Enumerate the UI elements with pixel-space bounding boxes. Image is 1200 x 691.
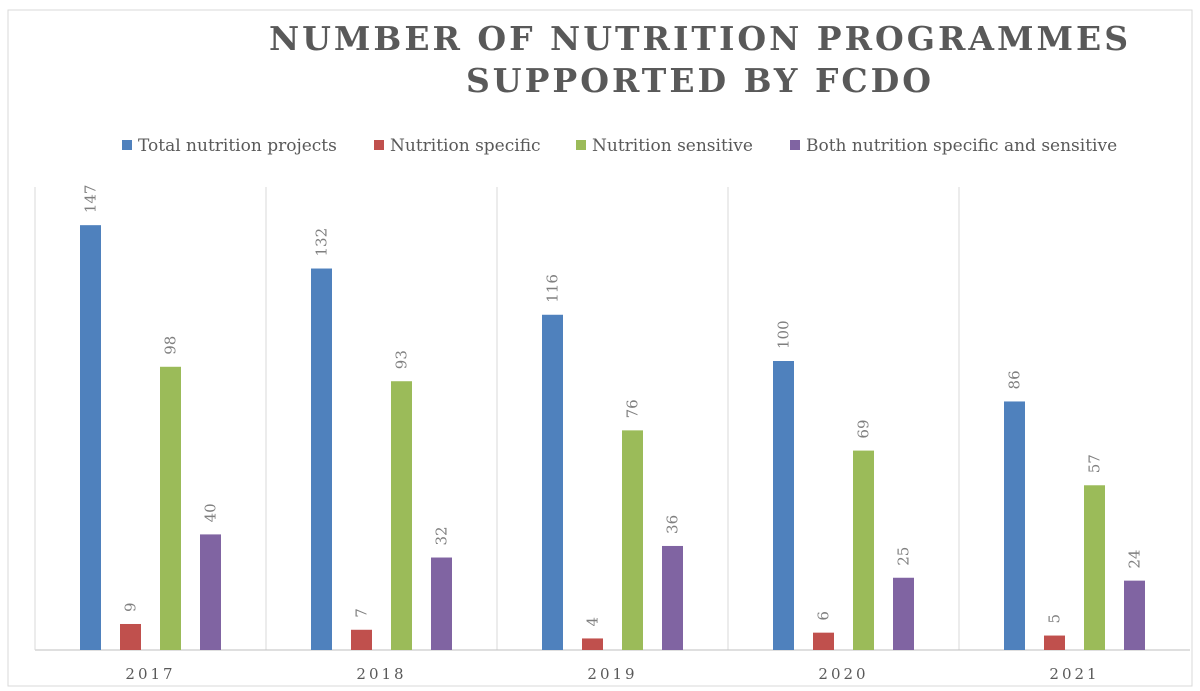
- x-tick-label: 2021: [1049, 665, 1099, 683]
- bar: [351, 629, 372, 650]
- x-tick-label: 2018: [356, 665, 406, 683]
- legend-swatch: [576, 140, 586, 150]
- data-label: 98: [162, 336, 180, 355]
- data-label: 100: [775, 320, 793, 349]
- data-label: 93: [393, 350, 411, 369]
- legend-swatch: [790, 140, 800, 150]
- bar: [582, 638, 603, 650]
- legend-swatch: [122, 140, 132, 150]
- bar: [853, 450, 874, 650]
- legend-label: Total nutrition projects: [138, 136, 337, 156]
- bar: [542, 314, 563, 650]
- bar: [1084, 485, 1105, 650]
- data-label: 76: [624, 399, 642, 418]
- bar: [1044, 635, 1065, 650]
- data-label: 86: [1006, 370, 1024, 389]
- bar: [431, 557, 452, 650]
- data-label: 57: [1086, 454, 1104, 473]
- data-label: 69: [855, 419, 873, 438]
- bar: [622, 430, 643, 650]
- data-label: 6: [815, 611, 833, 621]
- x-tick-label: 2020: [818, 665, 868, 683]
- data-label: 24: [1126, 550, 1144, 569]
- x-tick-label: 2019: [587, 665, 637, 683]
- data-label: 147: [82, 185, 100, 214]
- data-label: 132: [313, 228, 331, 257]
- data-label: 40: [202, 503, 220, 522]
- bar: [391, 381, 412, 650]
- bar: [120, 623, 141, 650]
- data-label: 116: [544, 274, 562, 303]
- bar: [662, 545, 683, 650]
- bar: [1004, 401, 1025, 650]
- chart-title: NUMBER OF NUTRITION PROGRAMMES SUPPORTED…: [268, 19, 1132, 100]
- data-label: 32: [433, 526, 451, 545]
- bar: [1124, 580, 1145, 650]
- chart-frame: [7, 9, 1193, 687]
- data-label: 5: [1046, 614, 1064, 624]
- data-label: 7: [353, 608, 371, 618]
- data-label: 36: [664, 515, 682, 534]
- legend-swatch: [374, 140, 384, 150]
- bar: [813, 632, 834, 650]
- legend-label: Both nutrition specific and sensitive: [806, 136, 1117, 156]
- x-tick-label: 2017: [125, 665, 175, 683]
- bar: [200, 534, 221, 650]
- legend-label: Nutrition sensitive: [592, 136, 753, 156]
- bar: [311, 268, 332, 650]
- bar: [893, 577, 914, 650]
- data-label: 25: [895, 547, 913, 566]
- data-label: 4: [584, 617, 602, 627]
- bar: [773, 361, 794, 650]
- bar: [80, 225, 101, 651]
- legend-label: Nutrition specific: [390, 136, 541, 156]
- bar: [160, 366, 181, 650]
- data-label: 9: [122, 602, 140, 612]
